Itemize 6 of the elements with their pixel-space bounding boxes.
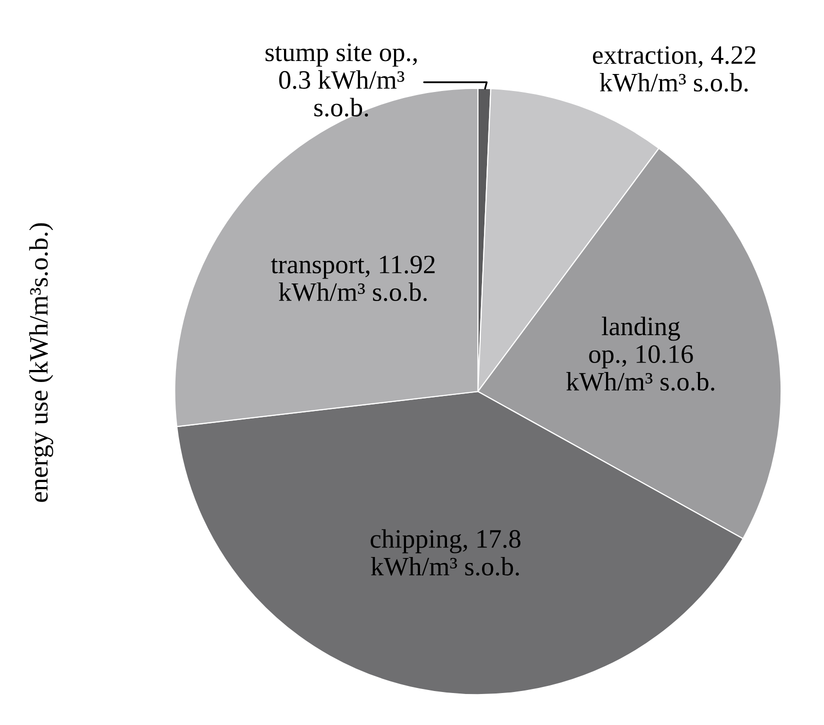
slice-label: chipping, 17.8 kWh/m³ s.o.b.	[370, 529, 520, 576]
text: energy use (kWh/m³s.o.b.)	[29, 223, 54, 502]
slice-label: extraction, 4.22 kWh/m³ s.o.b.	[592, 46, 756, 92]
slice-label: stump site op., 0.3 kWh/m³ s.o.b.	[266, 44, 417, 117]
slice-label: landing op., 10.16 kWh/m³ s.o.b.	[566, 316, 714, 391]
slice-label: transport, 11.92 kWh/m³ s.o.b.	[270, 256, 435, 302]
